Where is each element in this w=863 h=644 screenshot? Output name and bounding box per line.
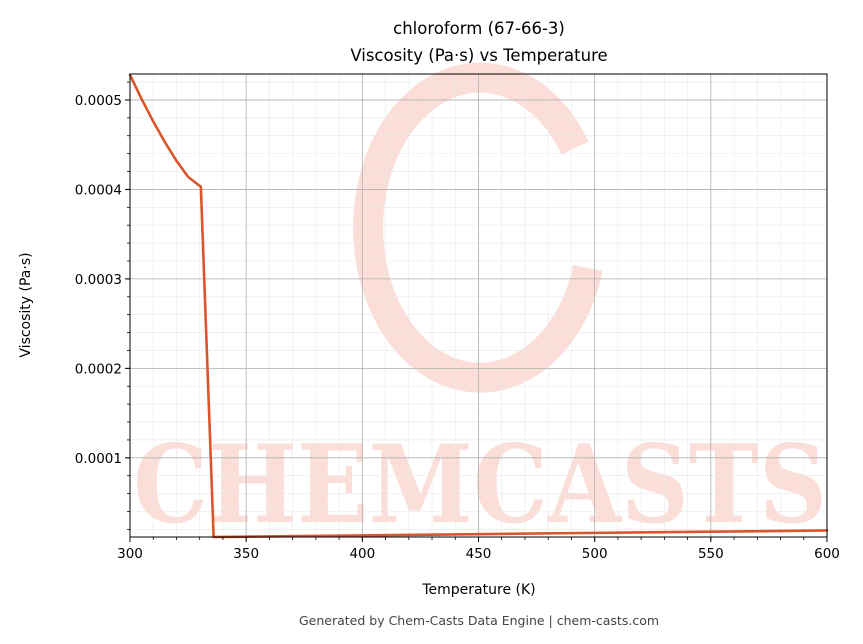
y-tick-label: 0.0002 xyxy=(75,361,122,377)
x-tick-label: 550 xyxy=(698,546,724,562)
y-tick-label: 0.0004 xyxy=(75,182,122,198)
y-tick-label: 0.0003 xyxy=(75,272,122,288)
y-tick-labels: 0.0001 0.0002 0.0003 0.0004 0.0005 xyxy=(75,93,122,467)
x-tick-labels: 300 350 400 450 500 550 600 xyxy=(117,546,840,562)
x-tick-label: 400 xyxy=(349,546,375,562)
x-tick-label: 500 xyxy=(582,546,608,562)
y-tick-label: 0.0001 xyxy=(75,451,122,467)
chart-title: chloroform (67-66-3) xyxy=(393,19,565,38)
chart-subtitle: Viscosity (Pa·s) vs Temperature xyxy=(350,46,607,65)
x-axis-label: Temperature (K) xyxy=(421,582,535,598)
footer-credit: Generated by Chem-Casts Data Engine | ch… xyxy=(299,613,659,628)
watermark-text: CHEMCASTS xyxy=(133,422,827,548)
x-tick-label: 350 xyxy=(233,546,259,562)
watermark: CHEMCASTS xyxy=(133,62,827,548)
y-tick-label: 0.0005 xyxy=(75,93,122,109)
x-tick-label: 300 xyxy=(117,546,143,562)
watermark-logo-ring xyxy=(353,62,603,393)
axis-ticks xyxy=(125,81,828,542)
x-tick-label: 450 xyxy=(466,546,492,562)
y-axis-label: Viscosity (Pa·s) xyxy=(18,252,34,357)
x-tick-label: 600 xyxy=(814,546,840,562)
